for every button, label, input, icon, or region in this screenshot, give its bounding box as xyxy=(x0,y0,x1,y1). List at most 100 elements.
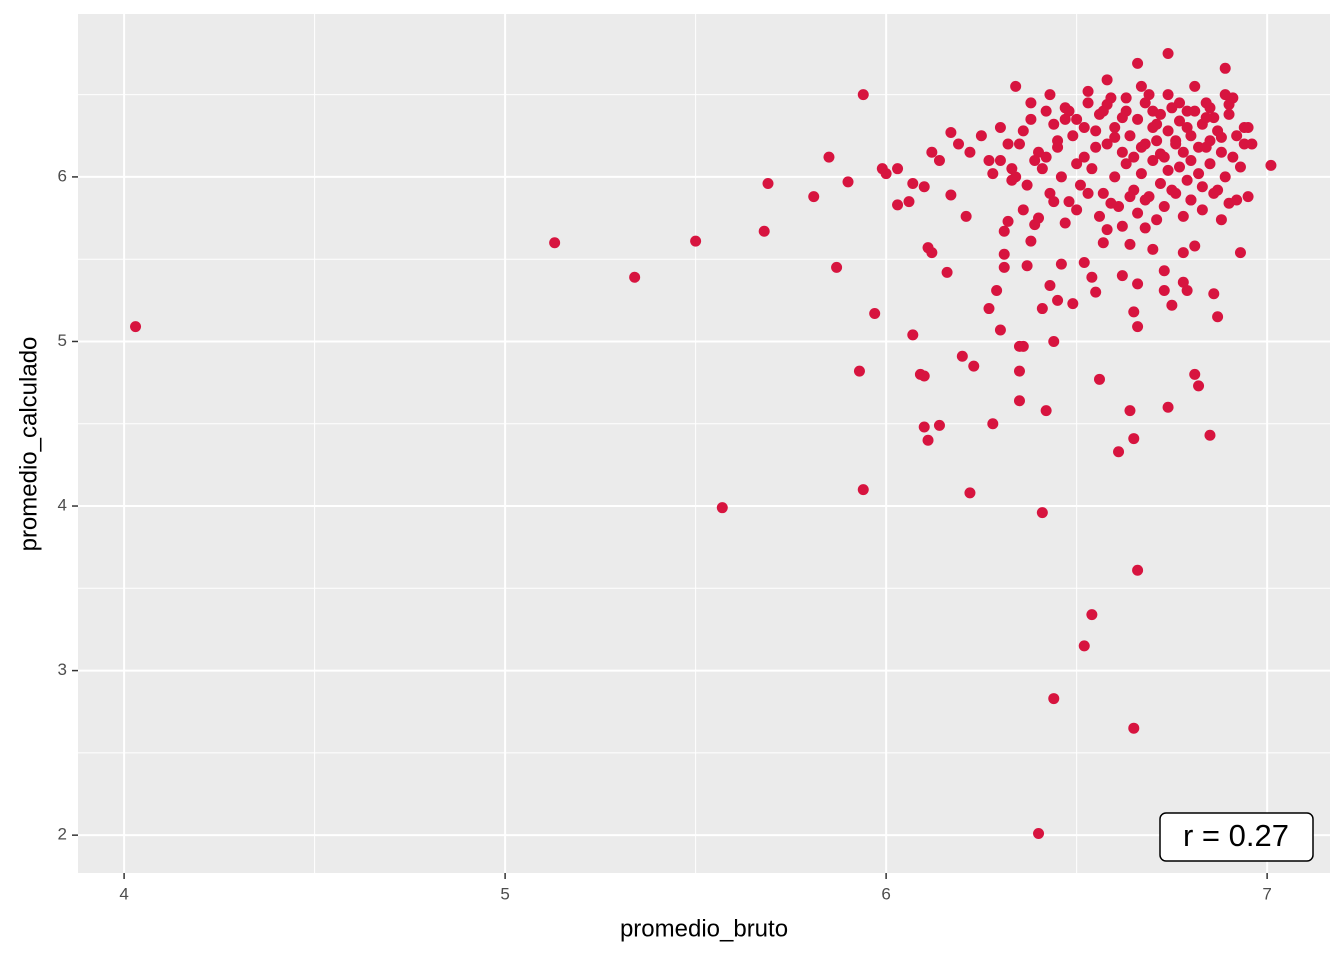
point xyxy=(1078,151,1090,163)
point xyxy=(1067,130,1079,142)
point xyxy=(1234,247,1246,259)
point xyxy=(831,261,843,273)
point xyxy=(1215,146,1227,158)
point xyxy=(1021,260,1033,272)
point xyxy=(1204,158,1216,170)
point xyxy=(987,418,999,430)
point xyxy=(1147,154,1159,166)
point xyxy=(1189,80,1201,92)
point xyxy=(975,130,987,142)
point xyxy=(1135,168,1147,180)
point xyxy=(1166,299,1178,311)
point xyxy=(1177,210,1189,222)
point xyxy=(1044,280,1056,292)
point xyxy=(1196,181,1208,193)
point xyxy=(1238,138,1250,150)
point xyxy=(857,484,869,496)
point xyxy=(1189,105,1201,117)
point xyxy=(1231,130,1243,142)
point xyxy=(842,176,854,188)
point xyxy=(1093,373,1105,385)
point xyxy=(1147,243,1159,255)
point xyxy=(983,303,995,315)
point xyxy=(1071,204,1083,216)
point xyxy=(918,181,930,193)
y-tick-label: 5 xyxy=(58,331,67,350)
x-tick-label: 6 xyxy=(881,884,890,903)
point xyxy=(956,350,968,362)
point xyxy=(1025,235,1037,247)
point xyxy=(1143,89,1155,101)
point xyxy=(1174,161,1186,173)
point xyxy=(1090,125,1102,137)
point xyxy=(1147,105,1159,117)
point xyxy=(1048,335,1060,347)
point xyxy=(1139,97,1151,109)
point xyxy=(1189,240,1201,252)
point xyxy=(998,261,1010,273)
point xyxy=(892,199,904,211)
point xyxy=(1090,286,1102,298)
point xyxy=(1116,112,1128,124)
point xyxy=(903,196,915,208)
point xyxy=(1025,97,1037,109)
point xyxy=(1219,62,1231,74)
point xyxy=(1215,131,1227,143)
point xyxy=(1204,429,1216,441)
point xyxy=(1132,321,1144,333)
point xyxy=(1151,118,1163,130)
point xyxy=(880,168,892,180)
point xyxy=(1128,433,1140,445)
point xyxy=(1132,207,1144,219)
point xyxy=(1246,138,1258,150)
point xyxy=(926,146,938,158)
point xyxy=(1177,276,1189,288)
point xyxy=(1086,163,1098,175)
point xyxy=(1200,141,1212,153)
point xyxy=(853,365,865,377)
point xyxy=(1116,146,1128,158)
point xyxy=(953,138,965,150)
point xyxy=(1139,194,1151,206)
y-tick-label: 2 xyxy=(58,825,67,844)
y-tick-label: 3 xyxy=(58,660,67,679)
point xyxy=(1093,210,1105,222)
point xyxy=(1113,446,1125,458)
point xyxy=(1193,141,1205,153)
x-tick-label: 7 xyxy=(1262,884,1271,903)
point xyxy=(941,266,953,278)
point xyxy=(1040,105,1052,117)
point xyxy=(1055,171,1067,183)
point xyxy=(758,225,770,237)
point xyxy=(1002,138,1014,150)
point xyxy=(1082,85,1094,97)
point xyxy=(1059,113,1071,125)
point xyxy=(1078,256,1090,268)
point xyxy=(1010,80,1022,92)
point xyxy=(964,487,976,499)
point xyxy=(1162,89,1174,101)
point xyxy=(945,126,957,138)
point xyxy=(1132,57,1144,69)
point xyxy=(1078,122,1090,134)
point xyxy=(1128,722,1140,734)
point xyxy=(1162,164,1174,176)
point xyxy=(983,154,995,166)
point xyxy=(1193,168,1205,180)
point xyxy=(1097,105,1109,117)
point xyxy=(1174,115,1186,127)
point xyxy=(1052,135,1064,147)
point xyxy=(918,421,930,433)
point xyxy=(994,324,1006,336)
point xyxy=(1029,154,1041,166)
point xyxy=(1017,204,1029,216)
point xyxy=(1170,135,1182,147)
point xyxy=(1208,112,1220,124)
x-tick-label: 4 xyxy=(119,884,128,903)
point xyxy=(1120,158,1132,170)
point xyxy=(892,163,904,175)
point xyxy=(1204,102,1216,114)
point xyxy=(1120,92,1132,104)
point xyxy=(1181,284,1193,296)
